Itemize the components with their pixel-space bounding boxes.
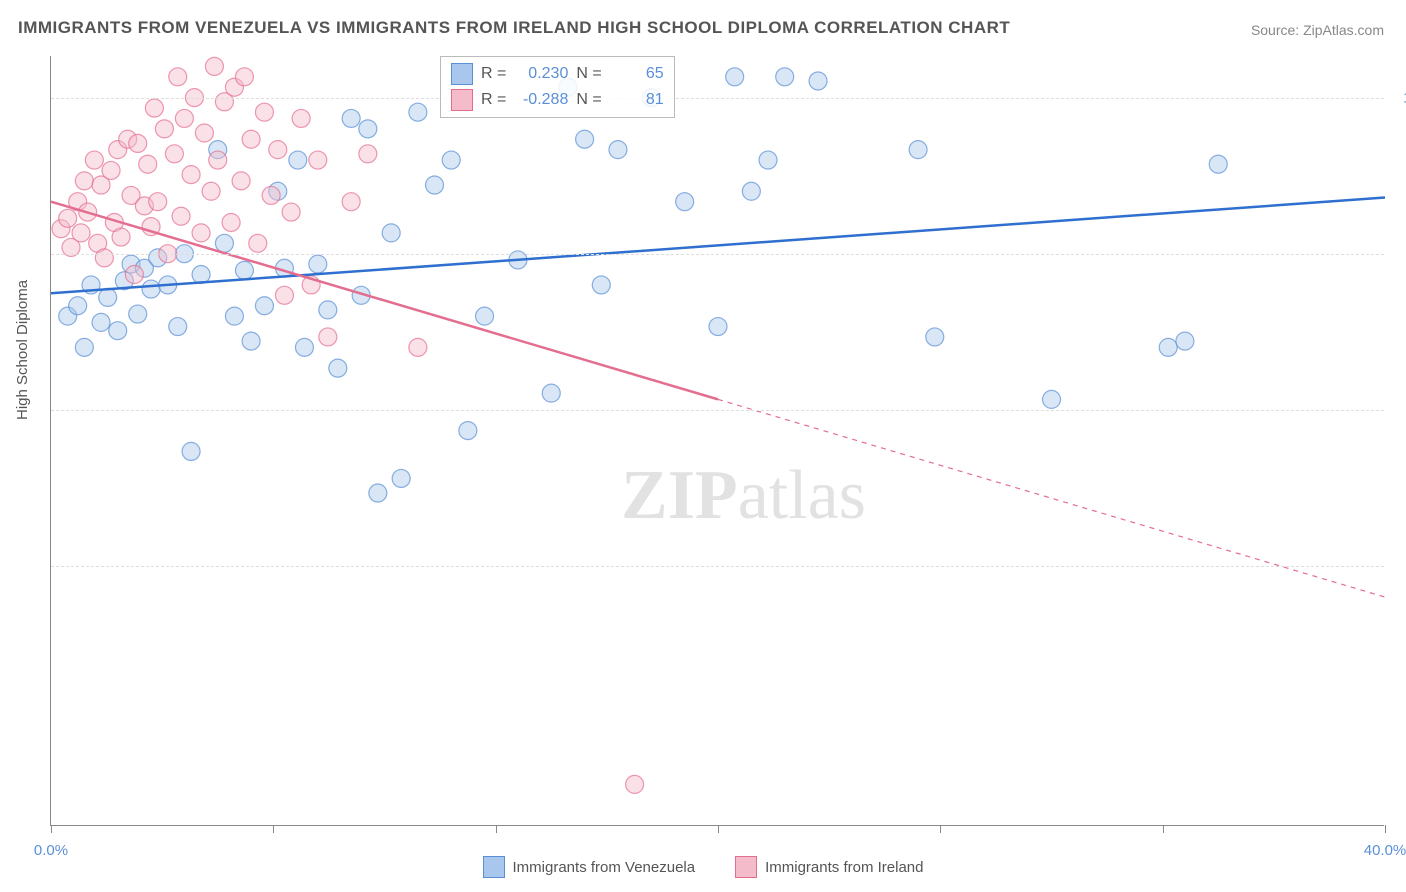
legend-swatch-ireland <box>451 89 473 111</box>
gridline <box>51 254 1384 255</box>
bottom-legend-label-1: Immigrants from Venezuela <box>513 859 696 876</box>
y-tick-label: 100.0% <box>1394 89 1406 106</box>
x-tick <box>496 825 497 833</box>
r-value-2: -0.288 <box>514 91 568 109</box>
n-label: N = <box>576 91 601 109</box>
r-value-1: 0.230 <box>514 65 568 83</box>
gridline <box>51 566 1384 567</box>
x-tick <box>1163 825 1164 833</box>
y-tick-label: 92.5% <box>1394 245 1406 262</box>
y-axis-title: High School Diploma <box>14 280 31 420</box>
x-tick <box>940 825 941 833</box>
bottom-legend-label-2: Immigrants from Ireland <box>765 859 923 876</box>
bottom-legend: Immigrants from Venezuela Immigrants fro… <box>0 856 1406 878</box>
legend-swatch-venezuela <box>451 63 473 85</box>
x-tick <box>273 825 274 833</box>
x-tick <box>718 825 719 833</box>
y-tick-label: 77.5% <box>1394 557 1406 574</box>
x-tick <box>51 825 52 833</box>
gridline <box>51 98 1384 99</box>
r-label: R = <box>481 91 506 109</box>
y-tick-label: 85.0% <box>1394 401 1406 418</box>
x-tick <box>1385 825 1386 833</box>
r-label: R = <box>481 65 506 83</box>
legend-swatch-ireland-bottom <box>735 856 757 878</box>
gridline <box>51 410 1384 411</box>
n-label: N = <box>576 65 601 83</box>
legend-top: R = 0.230 N = 65 R = -0.288 N = 81 <box>440 56 675 118</box>
chart-svg <box>51 56 1384 825</box>
chart-title: IMMIGRANTS FROM VENEZUELA VS IMMIGRANTS … <box>18 18 1010 38</box>
legend-swatch-venezuela-bottom <box>483 856 505 878</box>
n-value-2: 81 <box>610 91 664 109</box>
source-label: Source: ZipAtlas.com <box>1251 22 1384 38</box>
n-value-1: 65 <box>610 65 664 83</box>
legend-top-row-2: R = -0.288 N = 81 <box>451 87 664 113</box>
legend-top-row-1: R = 0.230 N = 65 <box>451 61 664 87</box>
bottom-legend-item-1: Immigrants from Venezuela <box>483 856 696 878</box>
bottom-legend-item-2: Immigrants from Ireland <box>735 856 923 878</box>
plot-area: ZIPatlas 77.5%85.0%92.5%100.0%0.0%40.0% <box>50 56 1384 826</box>
